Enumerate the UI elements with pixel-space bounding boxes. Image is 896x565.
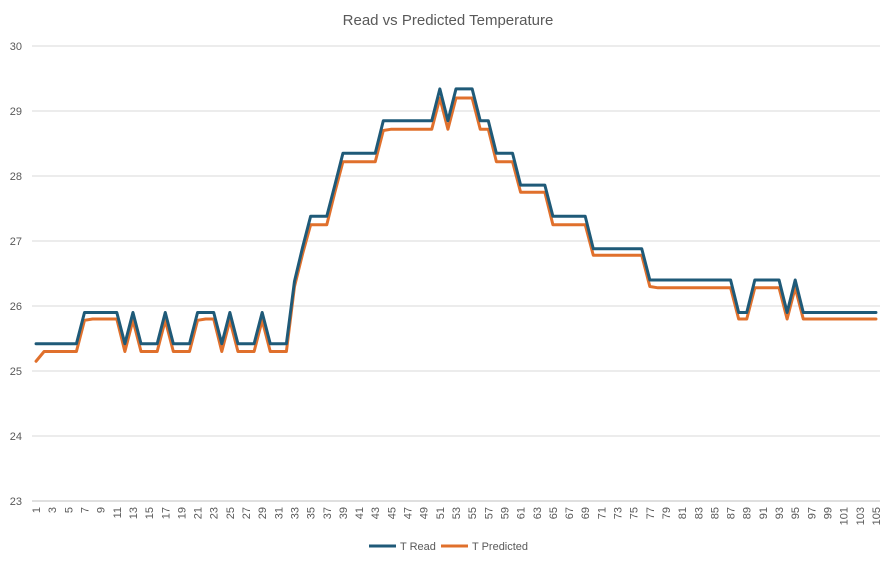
y-tick-label: 30 <box>10 41 22 53</box>
x-tick-label: 83 <box>693 507 705 519</box>
x-tick-label: 3 <box>47 507 59 513</box>
y-tick-label: 26 <box>10 301 22 313</box>
chart-title: Read vs Predicted Temperature <box>343 12 554 29</box>
y-axis-ticks: 23 24 25 26 27 28 29 30 <box>10 41 22 508</box>
x-tick-label: 103 <box>855 507 867 525</box>
gridlines <box>32 45 880 502</box>
x-tick-label: 75 <box>629 507 641 519</box>
x-tick-label: 81 <box>677 507 689 519</box>
x-tick-label: 1 <box>31 507 43 513</box>
x-tick-label: 5 <box>63 507 75 513</box>
x-tick-label: 35 <box>306 507 318 519</box>
x-tick-label: 89 <box>742 507 754 519</box>
x-tick-label: 105 <box>871 507 883 525</box>
x-tick-label: 7 <box>79 507 91 513</box>
y-tick-label: 24 <box>10 431 22 443</box>
x-tick-label: 53 <box>451 507 463 519</box>
series-lines <box>34 87 878 363</box>
x-tick-label: 17 <box>160 507 172 519</box>
y-tick-label: 25 <box>10 366 22 378</box>
x-tick-label: 31 <box>273 507 285 519</box>
legend-label: T Predicted <box>472 541 528 553</box>
x-tick-label: 85 <box>709 507 721 519</box>
x-tick-label: 13 <box>128 507 140 519</box>
series-line-1 <box>34 96 878 363</box>
x-tick-label: 59 <box>499 507 511 519</box>
x-tick-label: 61 <box>516 507 528 519</box>
x-tick-label: 41 <box>354 507 366 519</box>
x-tick-label: 67 <box>564 507 576 519</box>
x-tick-label: 51 <box>435 507 447 519</box>
x-tick-label: 77 <box>645 507 657 519</box>
x-tick-label: 101 <box>839 507 851 525</box>
x-tick-label: 91 <box>758 507 770 519</box>
x-tick-label: 99 <box>823 507 835 519</box>
y-tick-label: 28 <box>10 171 22 183</box>
x-tick-label: 11 <box>112 507 124 518</box>
x-axis-ticks: 1 3 5 7 9 11 13 15 17 19 21 23 25 27 29 31 33 35 37 39 41 43 4… <box>31 507 883 525</box>
x-tick-label: 79 <box>661 507 673 519</box>
x-tick-label: 73 <box>613 507 625 519</box>
y-tick-label: 27 <box>10 236 22 248</box>
x-tick-label: 87 <box>726 507 738 519</box>
x-tick-label: 69 <box>580 507 592 519</box>
x-tick-label: 71 <box>596 507 608 519</box>
x-tick-label: 37 <box>322 507 334 519</box>
legend-label: T Read <box>400 541 436 553</box>
x-tick-label: 55 <box>467 507 479 519</box>
x-tick-label: 57 <box>483 507 495 519</box>
x-tick-label: 39 <box>338 507 350 519</box>
y-tick-label: 23 <box>10 496 22 508</box>
x-tick-label: 93 <box>774 507 786 519</box>
x-tick-label: 27 <box>241 507 253 519</box>
x-tick-label: 19 <box>176 507 188 519</box>
x-tick-label: 95 <box>790 507 802 519</box>
x-tick-label: 63 <box>532 507 544 519</box>
x-tick-label: 43 <box>370 507 382 519</box>
x-tick-label: 65 <box>548 507 560 519</box>
x-tick-label: 21 <box>193 507 205 519</box>
x-tick-label: 47 <box>403 507 415 519</box>
legend: T Read T Predicted <box>369 541 528 553</box>
y-tick-label: 29 <box>10 106 22 118</box>
x-tick-label: 33 <box>289 507 301 519</box>
x-tick-label: 49 <box>419 507 431 519</box>
x-tick-label: 29 <box>257 507 269 519</box>
x-tick-label: 25 <box>225 507 237 519</box>
x-tick-label: 15 <box>144 507 156 519</box>
x-tick-label: 45 <box>386 507 398 519</box>
series-line-0 <box>34 87 878 346</box>
x-tick-label: 9 <box>96 507 108 513</box>
x-tick-label: 23 <box>209 507 221 519</box>
x-tick-label: 97 <box>806 507 818 519</box>
